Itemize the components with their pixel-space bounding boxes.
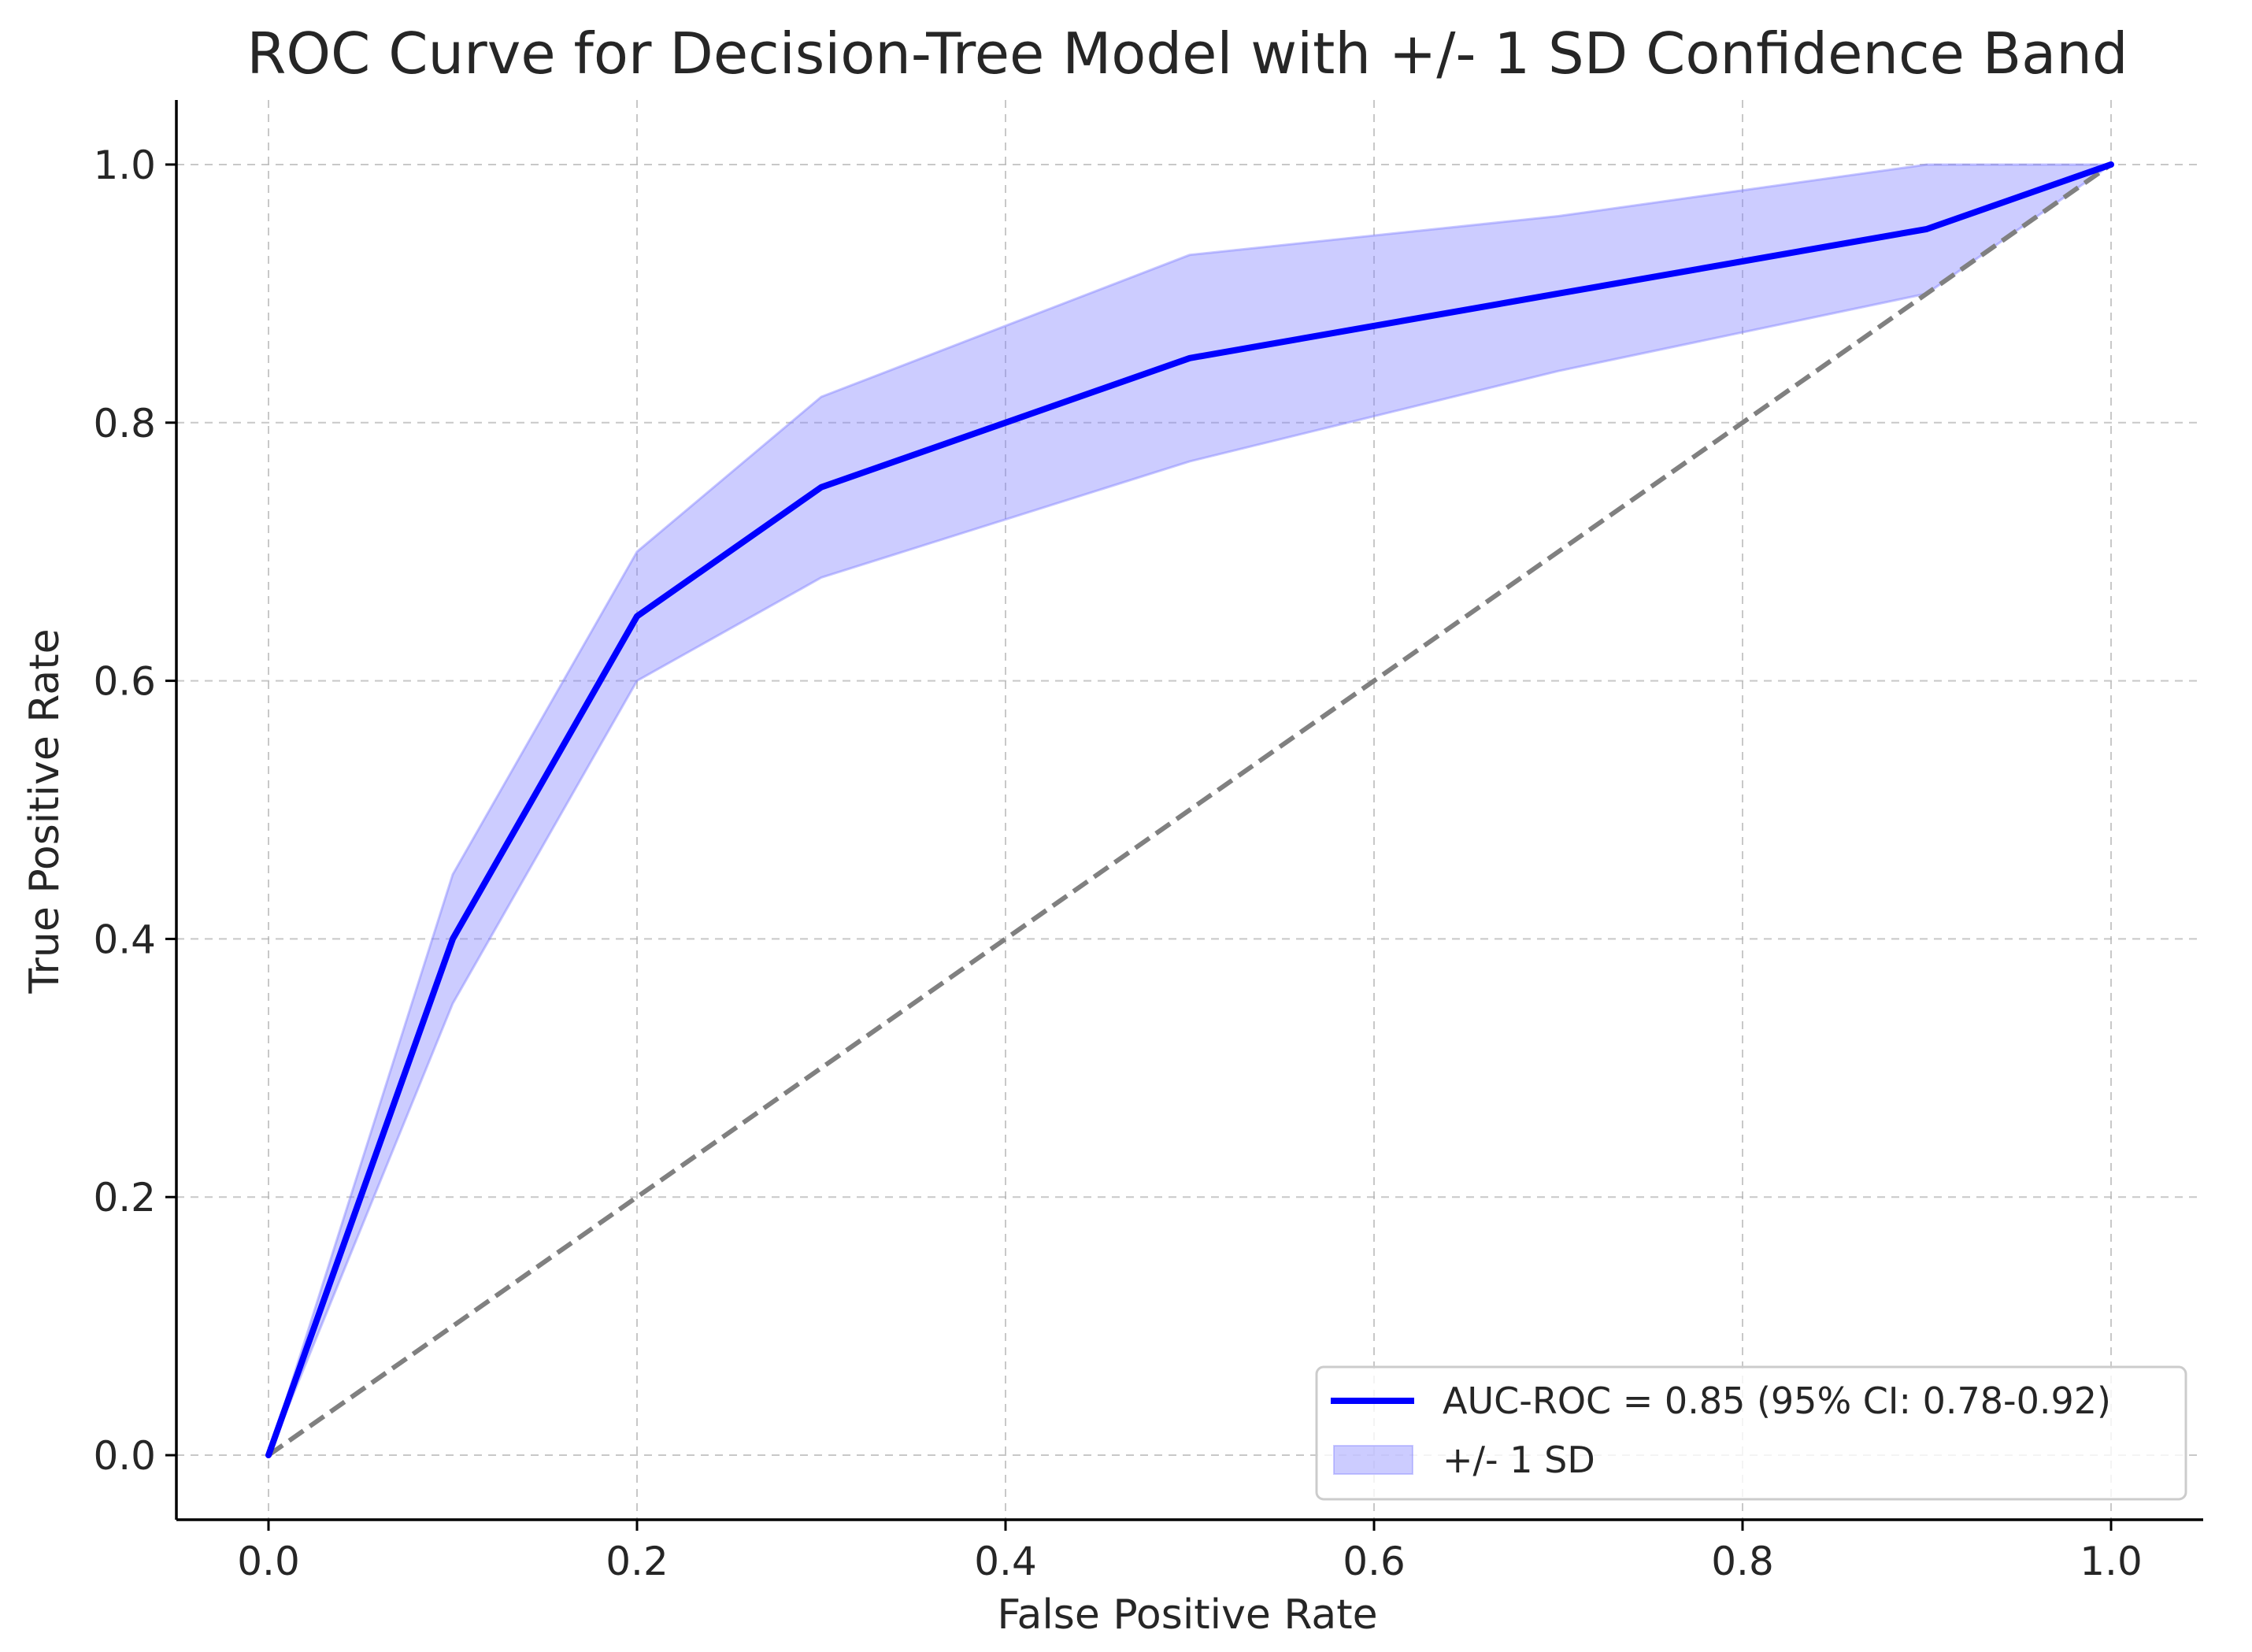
roc-curve: [265, 161, 2114, 1459]
legend-band-swatch: [1333, 1445, 1413, 1475]
legend: AUC-ROC = 0.85 (95% CI: 0.78-0.92) +/- 1…: [1315, 1365, 2187, 1501]
tick-labels: 0.0 0.2 0.4 0.6 0.8 1.0 0.0 0.2 0.4 0.6 0.8 1.0: [93, 143, 2142, 1584]
legend-label-band: +/- 1 SD: [1443, 1439, 1595, 1481]
y-tick-label-1: 0.2: [93, 1175, 156, 1220]
y-tick-label-2: 0.4: [93, 917, 156, 962]
y-tick-label-0: 0.0: [93, 1433, 156, 1479]
x-tick-label-1: 0.2: [606, 1539, 669, 1584]
x-tick-label-5: 1.0: [2080, 1539, 2143, 1584]
x-tick-label-0: 0.0: [237, 1539, 300, 1584]
y-tick-label-3: 0.6: [93, 659, 156, 705]
x-tick-label-3: 0.6: [1343, 1539, 1406, 1584]
y-tick-label-5: 1.0: [93, 143, 156, 188]
chart-title: ROC Curve for Decision-Tree Model with +…: [246, 20, 2128, 87]
y-axis-title: True Positive Rate: [21, 628, 69, 994]
chance-line: [267, 162, 2113, 1458]
grid: [176, 100, 2203, 1520]
x-axis-title: False Positive Rate: [997, 1591, 1377, 1639]
x-tick-label-2: 0.4: [974, 1539, 1037, 1584]
x-tick-label-4: 0.8: [1711, 1539, 1774, 1584]
axes: [165, 100, 2203, 1531]
roc-line-layer: [265, 161, 2114, 1459]
legend-label-auc: AUC-ROC = 0.85 (95% CI: 0.78-0.92): [1443, 1380, 2111, 1422]
chance-line-layer: [267, 162, 2113, 1458]
y-tick-label-4: 0.8: [93, 401, 156, 446]
legend-box: [1315, 1365, 2187, 1501]
